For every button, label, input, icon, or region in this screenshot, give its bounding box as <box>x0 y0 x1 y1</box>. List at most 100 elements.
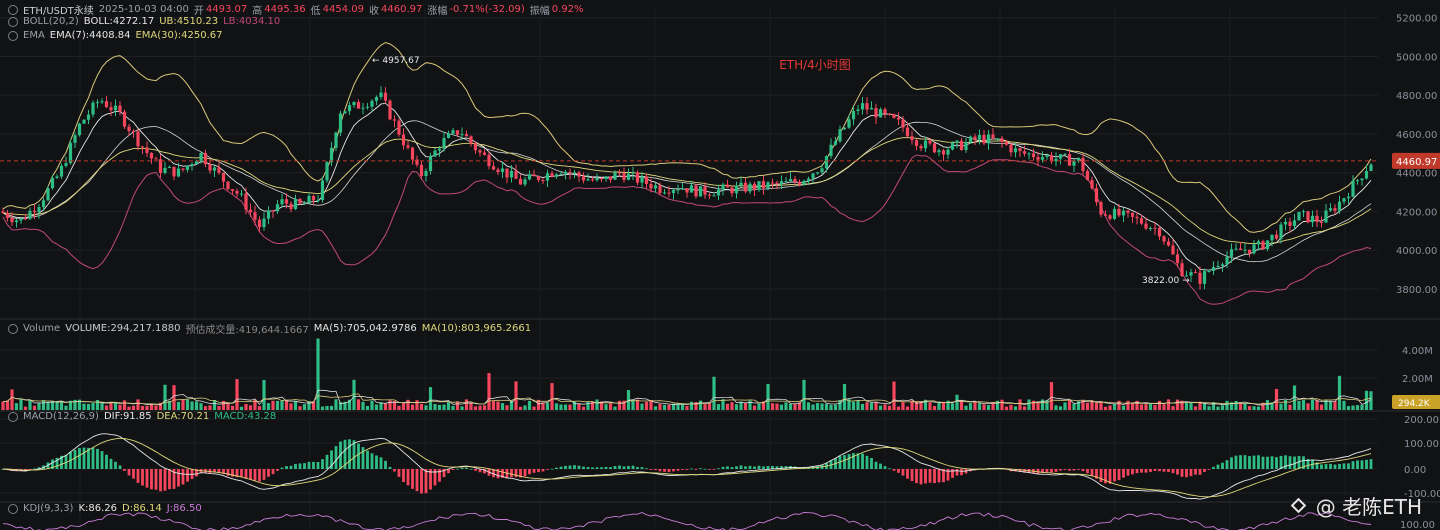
candle-body <box>370 100 374 107</box>
volume-bar <box>464 399 469 410</box>
macd-histogram-bar <box>1360 460 1364 469</box>
candle-body <box>842 127 847 130</box>
macd-histogram-bar <box>928 469 932 483</box>
eye-icon[interactable] <box>8 323 18 334</box>
macd-histogram-bar <box>163 469 167 491</box>
macd-histogram-bar <box>1059 469 1062 471</box>
eye-icon[interactable] <box>8 16 18 27</box>
volume-bar <box>226 402 230 410</box>
macd-histogram-bar <box>231 469 234 477</box>
candle-body <box>446 133 451 138</box>
volume-bar <box>383 403 388 410</box>
binance-logo-icon <box>1290 497 1308 515</box>
volume-bar <box>676 403 680 410</box>
candle-body <box>136 131 140 147</box>
price-axis-tick: 4200.00 <box>1396 207 1437 218</box>
candle-body <box>145 147 149 153</box>
eye-icon[interactable] <box>8 4 18 15</box>
volume-bar <box>437 404 442 410</box>
candle-body <box>788 178 793 181</box>
candle-body <box>424 171 428 177</box>
eye-icon[interactable] <box>8 30 18 41</box>
macd-histogram-bar <box>1135 469 1139 474</box>
candle-body <box>73 135 77 143</box>
volume-bar <box>644 401 649 410</box>
macd-histogram-bar <box>645 468 648 470</box>
candle-body <box>41 200 46 208</box>
candle-body <box>820 168 824 173</box>
volume-bar <box>5 400 10 410</box>
candle-body <box>874 108 878 118</box>
macd-histogram-bar <box>892 469 896 471</box>
volume-bar <box>1153 404 1157 410</box>
boll-lb: LB:4034.10 <box>223 16 281 27</box>
volume-bar <box>820 403 824 410</box>
macd-histogram-bar <box>181 469 185 485</box>
volume-bar <box>95 399 100 410</box>
candle-body <box>1054 158 1058 162</box>
macd-histogram-bar <box>541 469 545 472</box>
macd-histogram-bar <box>1189 469 1193 477</box>
candle-body <box>1036 157 1040 160</box>
candle-body <box>1040 156 1045 160</box>
macd-histogram-bar <box>406 469 410 486</box>
volume-bar <box>46 401 50 410</box>
candle-body <box>392 119 397 121</box>
macd-histogram-bar <box>501 469 504 478</box>
volume-bar <box>518 406 523 410</box>
volume-bar <box>248 405 253 410</box>
volume-bar <box>622 400 626 410</box>
macd-histogram-bar <box>303 463 306 469</box>
macd-histogram-bar <box>1225 460 1229 469</box>
volume-bar <box>55 401 59 410</box>
macd-histogram-bar <box>699 468 702 470</box>
volume-bar <box>896 406 901 410</box>
volume-bar <box>527 400 532 410</box>
candle-body <box>185 165 190 170</box>
candle-body <box>406 145 410 148</box>
volume-bar <box>1301 400 1306 410</box>
macd-histogram-bar <box>348 439 351 469</box>
volume-bar <box>23 406 28 410</box>
volume-bar <box>1261 402 1265 410</box>
candle-body <box>1045 155 1049 157</box>
macd-axis-tick: 100.00 <box>1404 439 1439 450</box>
macd-histogram-bar <box>186 469 189 482</box>
candle-body <box>739 182 743 186</box>
volume-bar <box>775 403 779 410</box>
macd-histogram-bar <box>1275 457 1278 469</box>
macd-histogram-bar <box>676 469 680 471</box>
eye-icon[interactable] <box>8 503 18 514</box>
candle-body <box>86 114 91 120</box>
volume-bar <box>1247 406 1252 410</box>
candle-body <box>1261 241 1265 249</box>
macd-histogram-bar <box>1171 469 1175 474</box>
macd-histogram-bar <box>663 469 666 472</box>
volume-bar <box>509 400 514 410</box>
candle-body <box>253 212 257 220</box>
volume-bar <box>1085 402 1090 410</box>
volume-bar <box>811 404 815 410</box>
volume-bar <box>1139 404 1144 410</box>
volume-bar <box>271 400 275 410</box>
volume-bar <box>428 387 433 410</box>
macd-histogram-bar <box>658 469 662 472</box>
volume-bar <box>1094 402 1099 410</box>
macd-histogram-bar <box>240 469 243 477</box>
macd-histogram-bar <box>424 469 428 494</box>
volume-bar <box>779 404 784 410</box>
price-axis-tick: 4400.00 <box>1396 169 1437 180</box>
macd-histogram-bar <box>177 469 180 487</box>
candle-body <box>901 119 905 128</box>
volume-bar <box>1297 400 1301 410</box>
volume-bar <box>415 400 419 410</box>
macd-histogram-bar <box>249 469 252 480</box>
eye-icon[interactable] <box>8 411 18 422</box>
macd-histogram-bar <box>1369 459 1373 469</box>
macd-histogram-bar <box>933 469 936 484</box>
macd-histogram-bar <box>1297 456 1301 469</box>
candle-body <box>1315 215 1319 222</box>
macd-histogram-bar <box>168 469 171 490</box>
volume-bar <box>392 400 397 410</box>
